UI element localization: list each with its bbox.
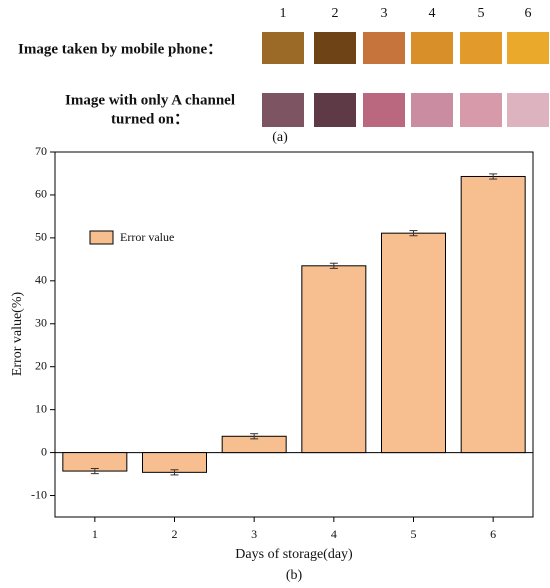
column-number: 6 — [525, 6, 532, 21]
error-bar — [90, 467, 99, 475]
swatch — [507, 32, 549, 64]
column-number: 4 — [429, 6, 436, 21]
swatch — [411, 93, 453, 127]
column-number: 2 — [332, 6, 339, 21]
bar — [460, 175, 526, 454]
x-tick-label: 6 — [490, 527, 496, 541]
swatch — [363, 32, 405, 64]
plot-frame — [54, 151, 534, 518]
swatch — [314, 32, 356, 64]
legend-label: Error value — [120, 230, 174, 244]
y-tick-label: 70 — [35, 144, 47, 158]
swatch — [460, 32, 502, 64]
error-bar — [489, 173, 498, 180]
y-tick-label: 30 — [35, 316, 47, 330]
x-tick-label: 1 — [92, 527, 98, 541]
caption: (a) — [272, 130, 288, 145]
error-bar — [409, 230, 418, 237]
bar — [381, 232, 446, 454]
swatch — [363, 93, 405, 127]
swatch — [460, 93, 502, 127]
error-bar — [170, 469, 179, 476]
y-tick-label: 20 — [35, 358, 47, 372]
y-tick-label: 60 — [35, 187, 47, 201]
legend-swatch — [89, 230, 114, 245]
y-tick-label: 0 — [41, 444, 47, 458]
x-axis-label: Days of storage(day) — [235, 547, 353, 562]
bar — [301, 265, 367, 454]
row-label: Image with only A channel — [65, 92, 235, 108]
column-number: 5 — [478, 6, 485, 21]
error-bar — [250, 433, 259, 440]
error-bar — [329, 262, 338, 269]
y-tick-label: 10 — [35, 401, 47, 415]
x-tick-label: 3 — [251, 527, 257, 541]
y-tick-label: -10 — [31, 487, 47, 501]
row-label: turned on： — [111, 111, 189, 127]
swatch — [507, 93, 549, 127]
y-tick-label: 50 — [35, 230, 47, 244]
column-number: 3 — [381, 6, 388, 21]
y-axis-label: Error value(%) — [10, 291, 25, 376]
column-number: 1 — [280, 6, 287, 21]
row-label: Image taken by mobile phone： — [18, 41, 222, 57]
swatch — [314, 93, 356, 127]
swatch — [411, 32, 453, 64]
x-tick-label: 5 — [411, 527, 417, 541]
x-tick-label: 2 — [172, 527, 178, 541]
swatch — [262, 32, 304, 64]
swatch — [262, 93, 304, 127]
caption: (b) — [286, 568, 303, 583]
y-tick-label: 40 — [35, 273, 47, 287]
panel-a: Image taken by mobile phone： Image with … — [18, 32, 549, 145]
x-tick-label: 4 — [331, 527, 337, 541]
